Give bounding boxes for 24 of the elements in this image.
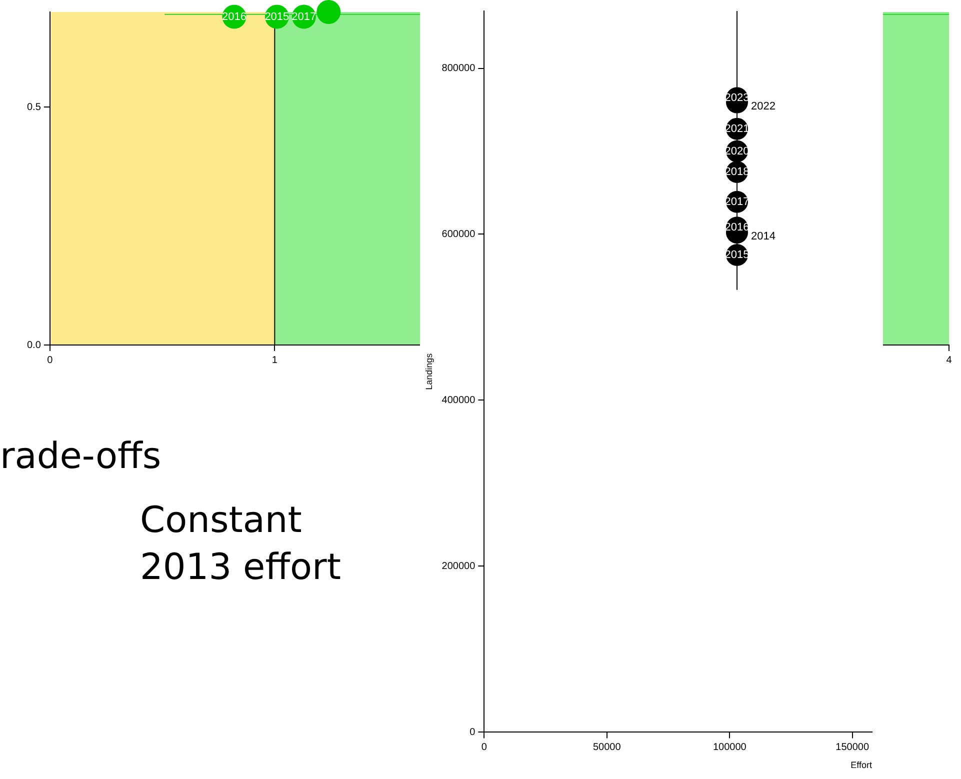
annotation: 2022 bbox=[750, 100, 776, 112]
annotation: 2014 bbox=[750, 230, 776, 243]
x-tick-label: 0 bbox=[481, 742, 488, 753]
y-tick-label: 0.5 bbox=[26, 102, 42, 113]
y-tick-label: 0 bbox=[470, 726, 476, 738]
x-tick-label: 100000 bbox=[712, 742, 747, 753]
text: rade-offs bbox=[0, 435, 162, 479]
annotation: 2015 bbox=[264, 10, 290, 23]
annotation: 2016 bbox=[222, 10, 246, 23]
annotation: 2017 bbox=[292, 10, 316, 23]
x-tick-label: 50000 bbox=[592, 742, 622, 753]
text: Constant 2013 effort bbox=[140, 499, 342, 590]
annotation: 2021 bbox=[724, 122, 750, 135]
y-axis-title: Landings bbox=[424, 352, 434, 390]
y-tick-label: 200000 bbox=[442, 560, 476, 572]
y-tick-label: 600000 bbox=[442, 229, 476, 240]
x-tick-label: 150000 bbox=[836, 742, 870, 753]
y-tick-label: 400000 bbox=[442, 394, 476, 406]
y-tick-label: 800000 bbox=[442, 63, 476, 74]
x-axis-title: Effort bbox=[850, 760, 872, 770]
x-tick-label: 1 bbox=[272, 354, 278, 366]
x-tick-label: 0 bbox=[47, 354, 54, 366]
y-tick-label: 0.0 bbox=[26, 340, 42, 351]
x-tick-label: 4 bbox=[946, 354, 952, 366]
